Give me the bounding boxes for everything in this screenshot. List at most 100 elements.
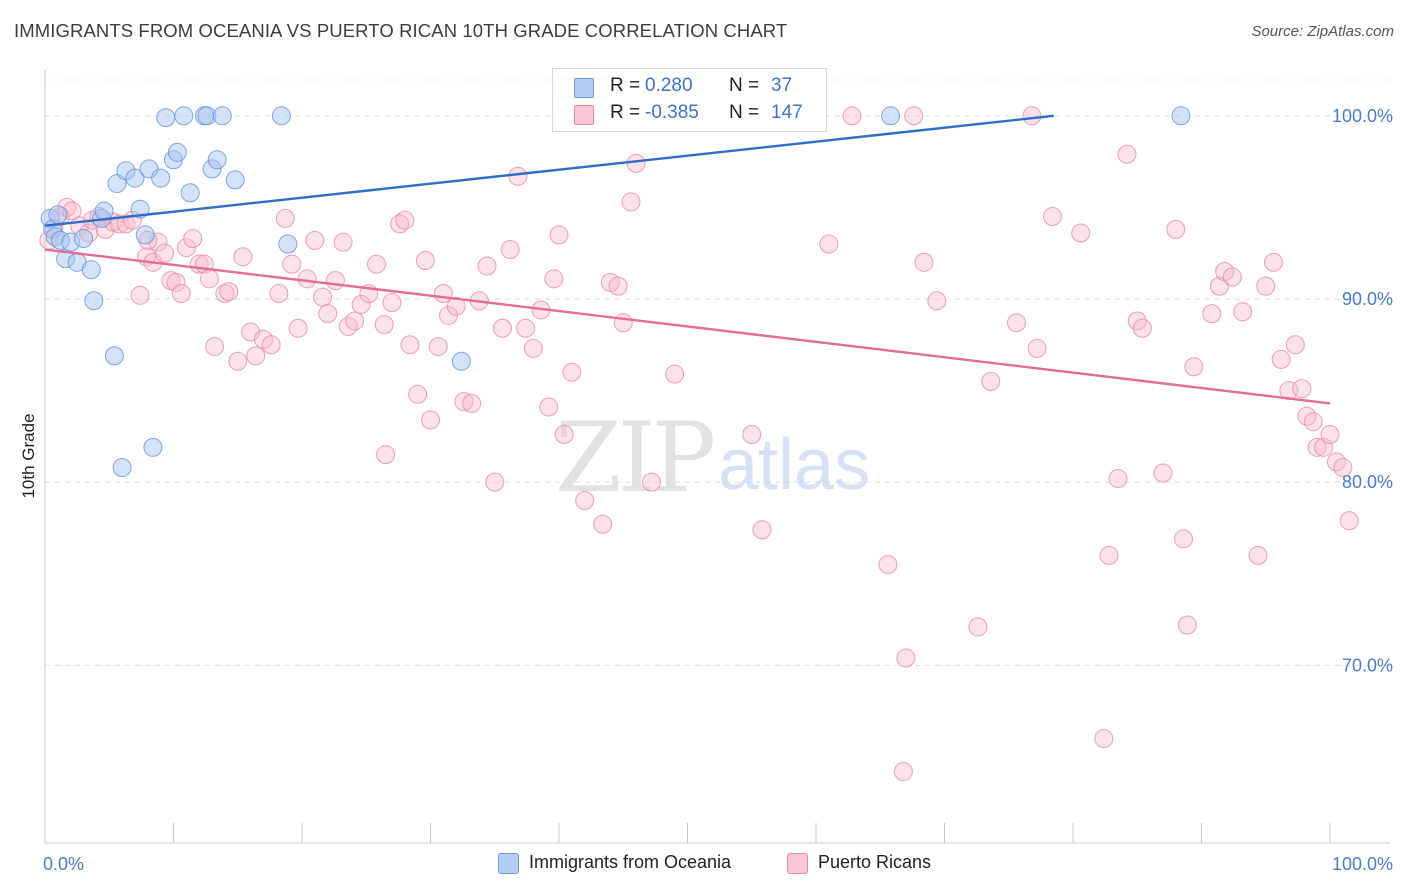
r-value: -0.385 (645, 102, 699, 123)
puerto-ricans-point (492, 318, 512, 338)
puerto-ricans-trend-line (44, 248, 1331, 405)
oceania-swatch (574, 78, 594, 98)
n-label: N = (729, 75, 760, 96)
oceania-legend-label: Immigrants from Oceania (529, 852, 732, 872)
puerto-ricans-point (878, 555, 898, 575)
puerto-ricans-point (382, 293, 402, 313)
oceania-point (156, 108, 176, 128)
puerto-ricans-point (544, 269, 564, 289)
oceania-point (104, 346, 124, 366)
puerto-ricans-point (1174, 529, 1194, 549)
puerto-ricans-point (842, 106, 862, 126)
oceania-point (1171, 106, 1191, 126)
puerto-ricans-point (400, 335, 420, 355)
oceania-point (81, 260, 101, 280)
oceania-point (207, 150, 227, 170)
puerto-ricans-point (1209, 276, 1229, 296)
puerto-ricans-point (338, 316, 358, 336)
puerto-ricans-legend-label: Puerto Ricans (818, 852, 932, 872)
puerto-ricans-point (752, 520, 772, 540)
oceania-point (94, 201, 114, 221)
y-tick-labels: 100.0% 90.0% 80.0% 70.0% (1332, 106, 1393, 676)
puerto-ricans-point (395, 210, 415, 230)
puerto-ricans-point (1027, 338, 1047, 358)
puerto-ricans-point (1177, 615, 1197, 635)
puerto-ricans-point (415, 251, 435, 271)
watermark: ZIP atlas (555, 402, 870, 514)
puerto-ricans-point (642, 472, 662, 492)
axes (44, 70, 1390, 844)
oceania-point (48, 205, 68, 225)
puerto-ricans-point (374, 315, 394, 335)
puerto-ricans-point (376, 445, 396, 465)
puerto-ricans-point (613, 313, 633, 333)
puerto-ricans-point (408, 384, 428, 404)
source-label: Source: ZipAtlas.com (1251, 23, 1394, 40)
puerto-ricans-point (1303, 412, 1323, 432)
chart-title: IMMIGRANTS FROM OCEANIA VS PUERTO RICAN … (14, 20, 788, 41)
puerto-ricans-point (116, 214, 136, 234)
puerto-ricans-point (1184, 357, 1204, 377)
puerto-ricans-point (325, 271, 345, 291)
oceania-point (278, 234, 298, 254)
puerto-ricans-point (1256, 276, 1276, 296)
r-label: R = (610, 102, 641, 123)
puerto-ricans-point (819, 234, 839, 254)
legend-row-puerto-ricans: R = -0.385 N = 147 (553, 100, 826, 128)
puerto-ricans-point (477, 256, 497, 276)
oceania-point (84, 291, 104, 311)
puerto-ricans-point (269, 283, 289, 303)
oceania-point (881, 106, 901, 126)
puerto-ricans-point (1222, 267, 1242, 287)
oceania-legend-swatch (498, 853, 519, 874)
puerto-ricans-point (1006, 313, 1026, 333)
correlation-legend: R = 0.280 N = 37 R = -0.385 N = 147 (552, 68, 827, 132)
puerto-ricans-point (1339, 511, 1359, 531)
oceania-points (40, 106, 1191, 477)
trend-lines (44, 114, 1331, 405)
legend-row-oceania: R = 0.280 N = 37 (553, 73, 826, 101)
puerto-ricans-point (549, 225, 569, 245)
oceania-point (180, 183, 200, 203)
oceania-point (271, 106, 291, 126)
puerto-ricans-point (333, 232, 353, 252)
y-axis-label: 10th Grade (19, 413, 38, 498)
oceania-point (174, 106, 194, 126)
puerto-ricans-point (485, 472, 505, 492)
puerto-ricans-legend-swatch (787, 853, 808, 874)
puerto-ricans-point (288, 318, 308, 338)
puerto-ricans-point (199, 269, 219, 289)
oceania-point (151, 168, 171, 188)
puerto-ricans-point (282, 254, 302, 274)
puerto-ricans-point (1117, 144, 1137, 164)
puerto-ricans-point (516, 318, 536, 338)
puerto-ricans-point (1071, 223, 1091, 243)
puerto-ricans-point (261, 335, 281, 355)
puerto-ricans-point (1108, 468, 1128, 488)
oceania-point (112, 457, 132, 477)
series-legend: Immigrants from Oceania Puerto Ricans (0, 851, 1406, 877)
n-value: 37 (771, 75, 793, 96)
puerto-ricans-point (621, 192, 641, 212)
n-value: 147 (771, 102, 803, 123)
oceania-point (74, 229, 94, 249)
puerto-ricans-point (233, 247, 253, 267)
puerto-ricans-point (305, 230, 325, 250)
puerto-ricans-point (171, 283, 191, 303)
puerto-ricans-point (896, 648, 916, 668)
puerto-ricans-point (318, 304, 338, 324)
oceania-point (451, 351, 471, 371)
puerto-ricans-point (981, 371, 1001, 391)
x-tick-labels: 0.0% 100.0% (43, 854, 1393, 874)
puerto-ricans-point (593, 514, 613, 534)
puerto-ricans-point (462, 393, 482, 413)
puerto-ricans-point (575, 490, 595, 510)
oceania-point (125, 168, 145, 188)
x-tick-label: 0.0% (43, 854, 84, 874)
watermark-atlas: atlas (718, 425, 870, 505)
puerto-ricans-point (1022, 106, 1042, 126)
puerto-ricans-point (1292, 379, 1312, 399)
puerto-ricans-point (927, 291, 947, 311)
puerto-ricans-point (1307, 437, 1327, 457)
puerto-ricans-point (1263, 252, 1283, 272)
